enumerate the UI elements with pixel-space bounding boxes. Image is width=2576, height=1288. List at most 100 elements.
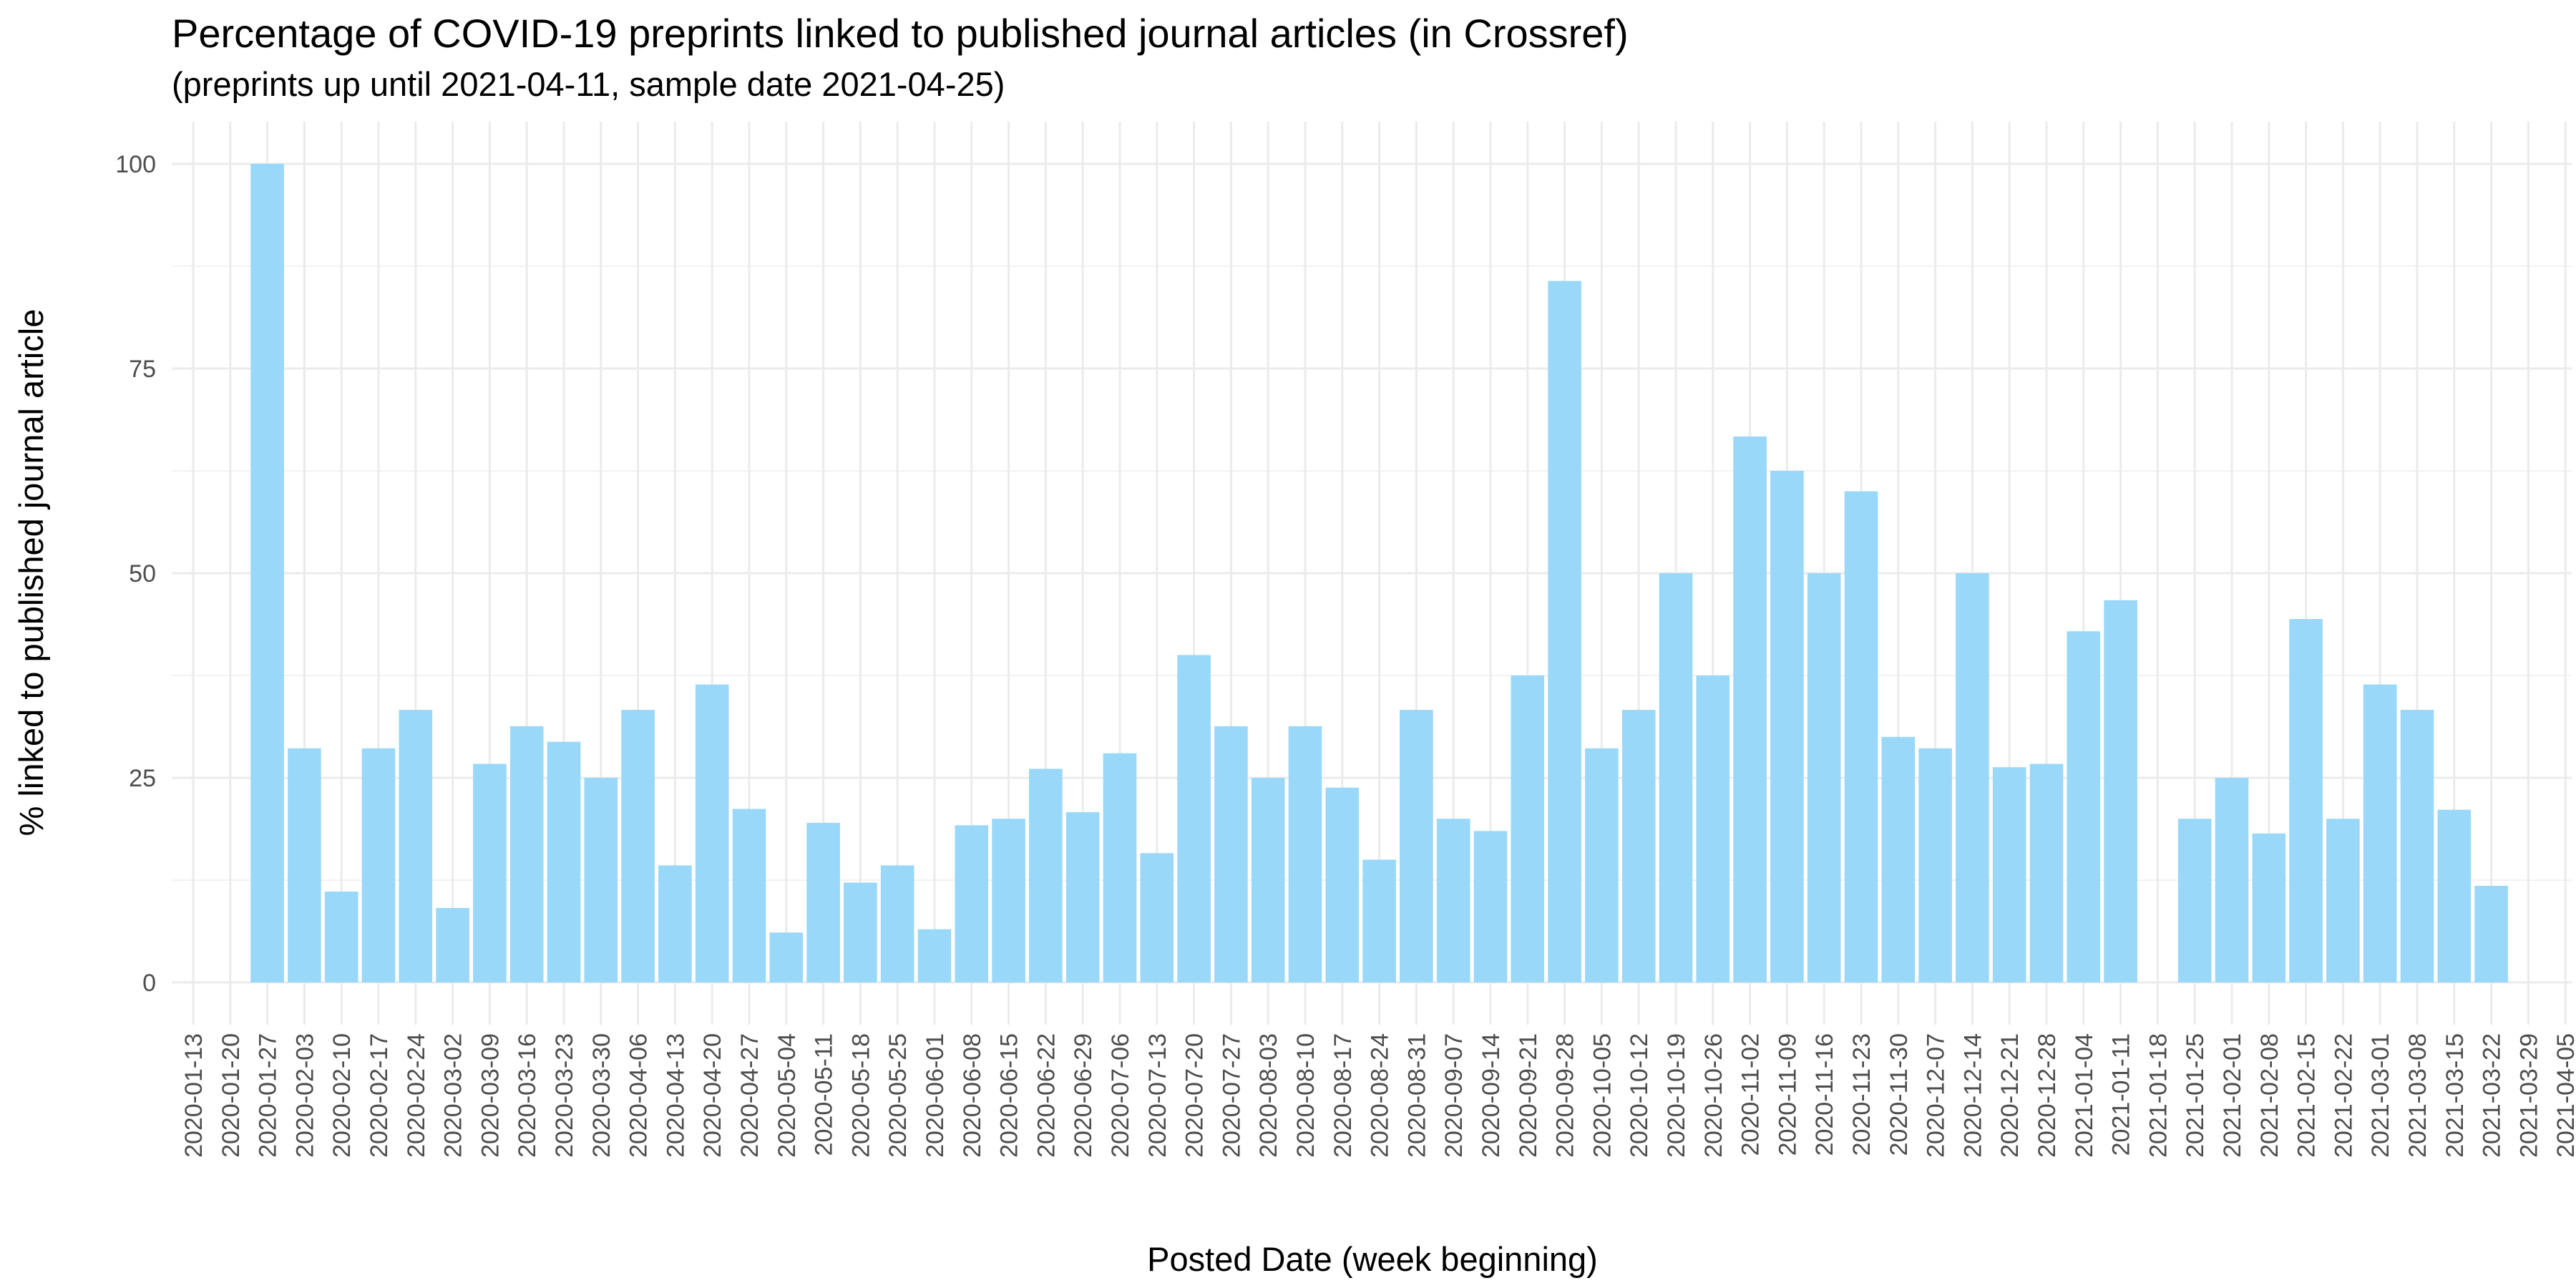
x-tick-label: 2020-11-16 [1811, 1033, 1838, 1156]
x-tick-label: 2020-01-20 [218, 1033, 245, 1158]
x-tick-label: 2020-03-16 [514, 1033, 541, 1158]
x-tick-label: 2020-03-23 [551, 1033, 578, 1158]
x-tick-label: 2020-04-20 [699, 1033, 726, 1158]
y-axis-title: % linked to published journal article [12, 309, 50, 836]
x-tick-label: 2021-03-22 [2479, 1033, 2506, 1158]
y-tick-label: 100 [115, 151, 156, 178]
bar [1473, 831, 1508, 982]
x-tick-label: 2020-08-10 [1292, 1033, 1319, 1158]
x-tick-label: 2020-09-07 [1440, 1033, 1468, 1158]
y-tick-label: 25 [129, 765, 156, 792]
x-tick-label: 2021-02-08 [2256, 1033, 2283, 1158]
x-tick-label: 2020-10-19 [1663, 1033, 1690, 1158]
bar [955, 825, 989, 982]
x-tick-label: 2020-09-14 [1478, 1033, 1505, 1158]
bar [584, 778, 618, 982]
x-tick-label: 2020-11-02 [1737, 1033, 1765, 1156]
x-tick-label: 2020-07-06 [1107, 1033, 1134, 1158]
bar [658, 865, 692, 982]
x-tick-label: 2020-06-01 [922, 1033, 949, 1158]
bar [2029, 763, 2064, 982]
bar [2177, 819, 2212, 982]
x-tick-label: 2020-02-03 [291, 1033, 318, 1158]
y-axis-ticks: 0 25 50 75 100 [115, 151, 156, 997]
x-tick-label: 2020-04-27 [736, 1033, 763, 1158]
bar [1140, 853, 1174, 982]
bar [1065, 812, 1100, 982]
y-tick-label: 50 [129, 560, 156, 587]
bar [2067, 631, 2101, 982]
bar [1177, 655, 1211, 982]
bar [1585, 748, 1619, 982]
x-tick-label: 2020-09-21 [1515, 1033, 1542, 1158]
x-tick-label: 2020-06-08 [959, 1033, 986, 1158]
bar [695, 684, 729, 982]
x-tick-label: 2020-01-27 [255, 1033, 282, 1158]
x-axis-title: Posted Date (week beginning) [1147, 1240, 1598, 1278]
x-tick-label: 2020-04-06 [625, 1033, 653, 1158]
bar [1325, 787, 1360, 982]
x-tick-label: 2020-03-09 [477, 1033, 504, 1158]
x-tick-label: 2020-07-13 [1144, 1033, 1171, 1158]
x-tick-label: 2021-03-29 [2515, 1033, 2542, 1158]
bar [880, 865, 914, 982]
bar [2326, 819, 2360, 982]
bar [1400, 710, 1433, 982]
x-tick-label: 2020-08-31 [1403, 1033, 1430, 1158]
x-tick-label: 2021-01-25 [2182, 1033, 2209, 1158]
bar [1103, 753, 1137, 982]
bar [992, 819, 1025, 982]
x-tick-label: 2020-10-26 [1700, 1033, 1727, 1158]
x-tick-label: 2020-08-03 [1255, 1033, 1282, 1158]
x-tick-label: 2020-02-24 [403, 1033, 430, 1158]
x-tick-label: 2020-06-15 [996, 1033, 1023, 1158]
x-tick-label: 2020-11-30 [1885, 1033, 1913, 1156]
x-tick-label: 2021-01-18 [2145, 1033, 2172, 1158]
bars [250, 164, 2508, 982]
x-tick-label: 2020-06-22 [1033, 1033, 1060, 1158]
x-tick-label: 2020-02-10 [328, 1033, 356, 1158]
x-tick-label: 2020-05-11 [811, 1033, 838, 1156]
bar [2400, 710, 2434, 982]
bar [399, 710, 433, 982]
bar [1770, 471, 1804, 982]
bar [1214, 726, 1248, 982]
bar [1251, 778, 1285, 982]
bar [2363, 684, 2397, 982]
bar [1362, 859, 1396, 982]
x-tick-label: 2020-04-13 [662, 1033, 689, 1158]
bar [621, 710, 655, 982]
x-tick-label: 2021-03-15 [2441, 1033, 2469, 1158]
x-tick-label: 2020-02-17 [366, 1033, 393, 1158]
x-tick-label: 2021-02-01 [2219, 1033, 2246, 1158]
x-tick-label: 2020-12-28 [2034, 1033, 2061, 1158]
x-tick-label: 2021-01-04 [2071, 1033, 2098, 1158]
bar [844, 882, 877, 982]
x-tick-label: 2020-06-29 [1070, 1033, 1097, 1158]
x-tick-label: 2020-05-04 [774, 1033, 801, 1158]
bar [250, 164, 284, 982]
chart-title: Percentage of COVID-19 preprints linked … [172, 11, 1629, 56]
bar [1992, 767, 2026, 982]
bar [732, 809, 766, 982]
x-tick-label: 2021-02-15 [2293, 1033, 2321, 1158]
x-axis-ticks: 2020-01-13 2020-01-20 2020-01-27 2020-02-03… [180, 1033, 2576, 1158]
bar [547, 741, 581, 982]
bar [1956, 573, 1989, 982]
bar [1881, 736, 1916, 982]
bar [436, 907, 469, 982]
x-tick-label: 2020-11-23 [1848, 1033, 1875, 1156]
x-tick-label: 2020-03-02 [440, 1033, 467, 1158]
bar [509, 726, 544, 982]
x-tick-label: 2021-04-05 [2552, 1033, 2576, 1158]
x-tick-label: 2020-08-17 [1330, 1033, 1357, 1158]
x-tick-label: 2020-09-28 [1552, 1033, 1579, 1158]
x-tick-label: 2020-10-12 [1626, 1033, 1653, 1158]
bar [288, 748, 321, 982]
bar [1733, 436, 1767, 982]
x-tick-label: 2020-12-07 [1923, 1033, 1950, 1158]
bar [806, 822, 840, 982]
bar [1918, 748, 1952, 982]
bar [1548, 280, 1581, 982]
